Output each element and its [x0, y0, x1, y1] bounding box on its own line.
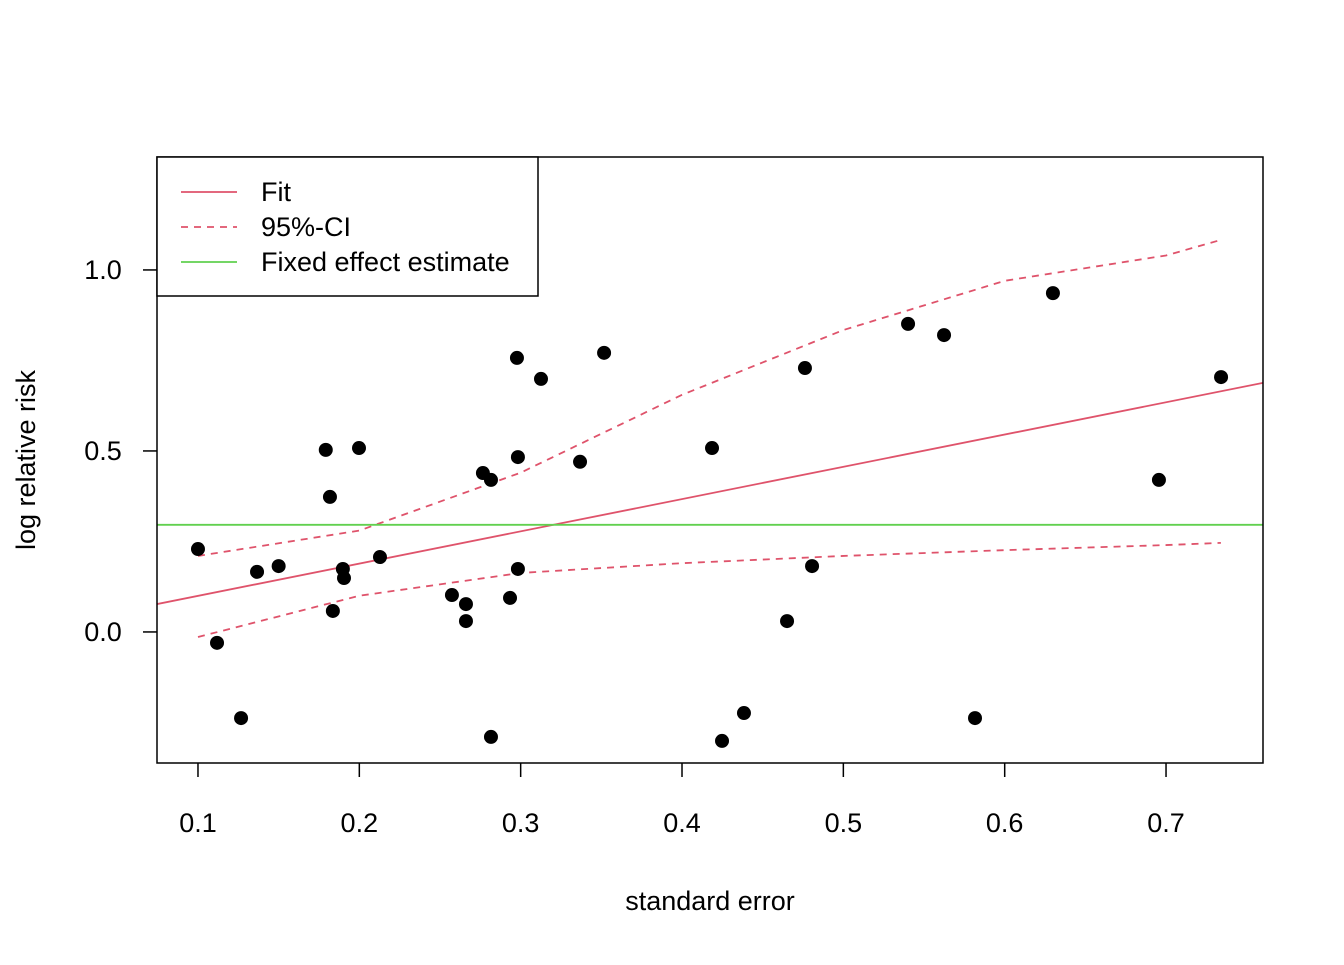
- point: [797, 361, 812, 376]
- point: [352, 441, 367, 456]
- x-tick-label: 0.3: [502, 808, 540, 838]
- plot-frame: [156, 156, 1264, 764]
- point: [210, 635, 225, 650]
- point: [483, 472, 498, 487]
- point: [318, 442, 333, 457]
- x-tick-label: 0.5: [825, 808, 863, 838]
- x-axis-label: standard error: [625, 886, 795, 916]
- point: [533, 371, 548, 386]
- point: [325, 603, 340, 618]
- point: [322, 489, 337, 504]
- point: [968, 711, 983, 726]
- point: [234, 711, 249, 726]
- point: [901, 316, 916, 331]
- x-tick-label: 0.7: [1147, 808, 1185, 838]
- point: [573, 454, 588, 469]
- x-tick-label: 0.6: [986, 808, 1024, 838]
- legend-label: 95%-CI: [261, 212, 351, 242]
- fit-line: [157, 382, 1263, 605]
- point: [503, 590, 518, 605]
- x-tick-label: 0.2: [341, 808, 379, 838]
- point: [1045, 286, 1060, 301]
- point: [510, 450, 525, 465]
- ci-lower: [197, 542, 1221, 638]
- point: [1151, 472, 1166, 487]
- y-axis-label: log relative risk: [11, 369, 41, 550]
- point: [780, 614, 795, 629]
- point: [937, 328, 952, 343]
- point: [510, 561, 525, 576]
- point: [736, 706, 751, 721]
- point: [705, 441, 720, 456]
- point: [458, 597, 473, 612]
- point: [509, 350, 524, 365]
- point: [805, 559, 820, 574]
- point: [715, 733, 730, 748]
- x-tick-label: 0.4: [663, 808, 701, 838]
- point: [444, 588, 459, 603]
- point: [458, 614, 473, 629]
- ci-upper: [197, 239, 1222, 557]
- point: [483, 729, 498, 744]
- point: [271, 559, 286, 574]
- y-tick-label: 0.5: [84, 436, 122, 466]
- point: [336, 571, 351, 586]
- point: [250, 564, 265, 579]
- x-tick-label: 0.1: [179, 808, 217, 838]
- point: [1214, 370, 1229, 385]
- point: [597, 345, 612, 360]
- point: [190, 542, 205, 557]
- legend-label: Fixed effect estimate: [261, 247, 510, 277]
- y-tick-label: 1.0: [84, 255, 122, 285]
- y-tick-label: 0.0: [84, 617, 122, 647]
- legend-label: Fit: [261, 177, 291, 207]
- point: [372, 550, 387, 565]
